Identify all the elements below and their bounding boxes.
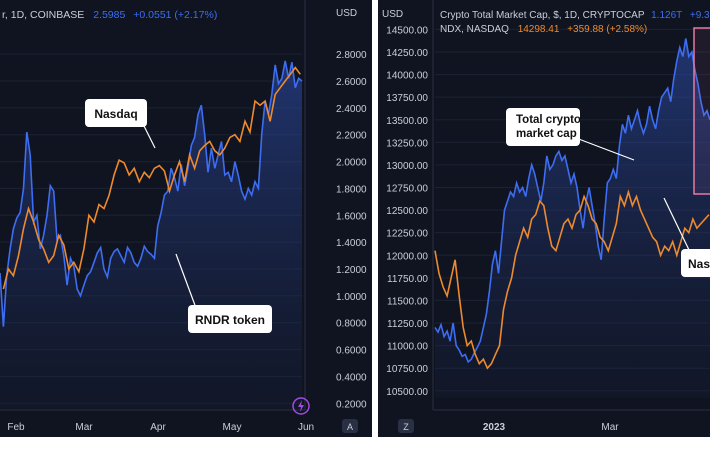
legend-primary: Crypto Total Market Cap, $, 1D, CRYPTOCA… bbox=[440, 10, 710, 21]
auto-scale-label: A bbox=[347, 422, 353, 432]
y-tick-label: 0.6000 bbox=[336, 346, 367, 357]
lightning-icon[interactable] bbox=[292, 397, 310, 415]
y-tick-label: 2.0000 bbox=[336, 158, 367, 169]
highlight-box bbox=[693, 27, 710, 195]
rndr-callout-label: RNDR token bbox=[195, 313, 265, 327]
y-tick-label: 11750.00 bbox=[387, 274, 428, 285]
y-tick-label: 2.2000 bbox=[336, 131, 367, 142]
rndr-callout bbox=[188, 305, 272, 333]
zoom-reset-button[interactable] bbox=[398, 419, 414, 433]
y-tick-label: 1.8000 bbox=[336, 184, 367, 195]
auto-scale-button[interactable] bbox=[342, 419, 358, 433]
bottom-margin bbox=[0, 437, 710, 458]
y-tick-label: 11000.00 bbox=[387, 342, 428, 353]
zoom-reset-label: Z bbox=[403, 422, 409, 432]
crypto-callout-pointer bbox=[575, 137, 635, 161]
x-tick-label: 2023 bbox=[483, 422, 506, 433]
crypto-vs-nasdaq-chart: 14500.00 14250.00 14000.00 13750.00 13500.00… bbox=[378, 0, 710, 437]
nasdaq-callout-label: Nasdaq bbox=[688, 257, 710, 271]
nasdaq-callout-label: Nasdaq bbox=[94, 107, 137, 121]
x-tick-label: Jun bbox=[298, 422, 314, 433]
y-tick-label: 13000.00 bbox=[386, 161, 428, 172]
y-tick-label: 13250.00 bbox=[386, 138, 428, 149]
x-tick-label: Mar bbox=[601, 422, 619, 433]
crypto-callout-label: Total crypto market cap bbox=[516, 114, 584, 140]
nasdaq-series-line bbox=[434, 189, 710, 370]
y-tick-label: 12000.00 bbox=[386, 251, 428, 262]
y-tick-label: 13750.00 bbox=[386, 93, 428, 104]
y-tick-label: 1.4000 bbox=[336, 238, 367, 249]
legend-primary: r, 1D, COINBASE 2.5985 +0.0551 (+2.17%) bbox=[2, 9, 217, 21]
y-tick-label: 1.6000 bbox=[336, 211, 367, 222]
y-tick-label: 14000.00 bbox=[386, 71, 428, 82]
y-tick-label: 10750.00 bbox=[386, 364, 428, 375]
y-tick-label: 0.2000 bbox=[336, 399, 367, 410]
currency-label: USD bbox=[336, 8, 357, 19]
y-tick-label: 12250.00 bbox=[386, 229, 428, 240]
nasdaq-series-line bbox=[2, 66, 301, 290]
rndr-callout-pointer bbox=[175, 253, 197, 309]
y-tick-label: 13500.00 bbox=[386, 116, 428, 127]
crypto-vs-nasdaq-chart-svg: 14500.00 14250.00 14000.00 13750.00 13500.00… bbox=[382, 0, 710, 433]
y-tick-label: 11500.00 bbox=[387, 296, 428, 307]
y-tick-label: 12500.00 bbox=[386, 206, 428, 217]
y-tick-label: 2.8000 bbox=[336, 50, 367, 61]
crypto-callout bbox=[506, 108, 580, 146]
y-tick-label: 12750.00 bbox=[386, 184, 428, 195]
y-tick-label: 10500.00 bbox=[386, 387, 428, 398]
y-tick-label: 2.4000 bbox=[336, 104, 367, 115]
x-tick-label: Feb bbox=[7, 422, 25, 433]
rndr-area-fill bbox=[0, 60, 302, 411]
rndr-vs-nasdaq-chart: 2.8000 2.6000 2.4000 2.2000 2.0000 1.8000 1.60… bbox=[0, 0, 372, 437]
nasdaq-callout bbox=[85, 99, 147, 127]
x-tick-label: May bbox=[223, 422, 242, 433]
nasdaq-callout bbox=[681, 249, 710, 277]
legend-secondary: NDX, NASDAQ 14298.41 +359.88 (+2.58%) bbox=[440, 24, 647, 35]
y-tick-label: 14500.00 bbox=[386, 25, 428, 36]
crypto-series-line bbox=[434, 38, 710, 364]
rndr-vs-nasdaq-chart-svg: 2.8000 2.6000 2.4000 2.2000 2.0000 1.8000 1.60… bbox=[0, 0, 367, 433]
y-tick-label: 0.4000 bbox=[336, 372, 367, 383]
x-tick-label: Apr bbox=[150, 422, 166, 433]
rndr-series-line bbox=[0, 60, 303, 327]
x-tick-label: Mar bbox=[75, 422, 93, 433]
y-tick-label: 1.0000 bbox=[336, 292, 367, 303]
panel-divider bbox=[372, 0, 378, 458]
y-tick-label: 2.6000 bbox=[336, 77, 367, 88]
lightning-icon-glyph bbox=[298, 400, 304, 412]
currency-label: USD bbox=[382, 9, 403, 20]
y-tick-label: 14250.00 bbox=[386, 48, 428, 59]
y-tick-label: 11250.00 bbox=[387, 319, 428, 330]
y-tick-label: 1.2000 bbox=[336, 265, 367, 276]
y-tick-label: 0.8000 bbox=[336, 319, 367, 330]
nasdaq-callout-pointer bbox=[663, 197, 691, 253]
